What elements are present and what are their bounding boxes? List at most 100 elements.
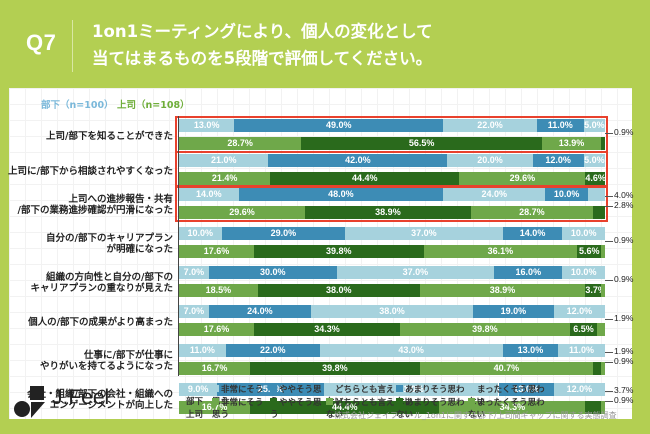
side-note-value: 0.9% [614, 355, 634, 366]
side-note-leader [605, 351, 613, 353]
side-note-value: 1.9% [614, 312, 634, 323]
bar-segment-sub-4: 12.0% [532, 153, 584, 167]
bar-segment-sub-5: 11.0% [558, 343, 605, 357]
bar-segment-boss-3: 28.7% [470, 206, 594, 219]
side-note-value: 4.0% [614, 190, 634, 200]
bar-segment-sub-5: 12.0% [553, 304, 605, 318]
bar-segment-boss-4: 6.5% [569, 322, 598, 336]
row-label-line: 個人の/部下の成果がより高まった [28, 316, 173, 328]
legend-item-sub: あまりそう思わない [396, 383, 468, 407]
side-note-leader [605, 206, 613, 207]
side-note-value: 0.9% [614, 127, 634, 137]
side-note-leader [605, 279, 613, 281]
bar-boss-row-6: 17.6% 34.3% 39.8% 6.5% [179, 322, 606, 336]
bar-segment-boss-4: 3.7% [585, 283, 602, 297]
bar-segment-boss-2: 34.3% [253, 322, 401, 336]
bar-segment-boss-3: 38.9% [419, 283, 586, 297]
row-label-line: が明確になった [106, 243, 173, 255]
legend-item-sub: 非常にそう思う [212, 383, 270, 407]
bar-segment-boss-3: 34.3% [439, 400, 586, 414]
bar-segment-sub-1: 11.0% [179, 343, 226, 357]
legend-swatch [468, 385, 475, 392]
bar-sub-row-1: 13.0% 49.0% 22.0% 11.0% 5.0% [179, 119, 605, 132]
bar-segment-boss-3: 13.9% [541, 137, 602, 150]
row-label: 組織の方向性と自分の/部下の キャリアプランの重なりが見えた [8, 272, 173, 294]
bar-segment-boss-2: 44.4% [270, 171, 460, 185]
legend-item-boss: まったくそう思わない [468, 396, 548, 420]
bar-boss-row-4: 17.6% 39.8% 36.1% 5.6% [179, 244, 605, 258]
header-divider [72, 20, 73, 72]
highlight-box [175, 116, 608, 153]
side-note-leader [605, 133, 613, 134]
bar-sub-row-2: 21.0% 42.0% 20.0% 12.0% 5.0% [179, 153, 605, 167]
bar-segment-sub-1: 10.0% [179, 226, 222, 240]
row-label-line: 会社・組織/部下の会社・組織への [27, 388, 173, 400]
bar-segment-sub-5: 5.0% [583, 119, 605, 132]
bar-segment-sub-2: 49.0% [234, 119, 444, 132]
row-label-line: 自分の/部下のキャリアプラン [46, 232, 173, 244]
legend-item-boss: あまりそう思わない [396, 396, 468, 420]
row-label: 上司への進捗報告・共有/部下の業務進捗確認が円滑になった [8, 194, 173, 216]
question-header: Q7 1on1ミーティングにより、個人の変化として 当てはまるものを5段階で評価… [0, 0, 650, 88]
legend-swatch [326, 385, 333, 392]
bar-segment-sub-5 [587, 188, 605, 201]
bar-segment-boss-4: 4.6% [585, 171, 605, 185]
bar-segment-sub-5: 12.0% [553, 382, 605, 396]
bar-segment-sub-1: 7.0% [179, 265, 209, 279]
bar-segment-boss-2: 39.8% [253, 244, 424, 258]
bar-segment-sub-3: 41.0% [323, 382, 499, 396]
bar-segment-boss-4 [601, 137, 605, 150]
highlight-box [175, 150, 608, 188]
side-note-value: 0.9% [614, 273, 634, 284]
bar-sub-row-3: 14.0% 48.0% 24.0% 10.0% [179, 188, 605, 201]
bar-segment-boss-5 [601, 244, 605, 258]
bar-segment-sub-4: 13.0% [502, 343, 559, 357]
bar-segment-boss-3: 29.6% [459, 171, 586, 185]
bar-segment-sub-2: 22.0% [225, 343, 320, 357]
side-note-leader [605, 361, 613, 363]
legend-label: 非常にそう思う [212, 385, 264, 407]
legend-swatch [396, 385, 403, 392]
row-label-line: 上司/部下を知ることができた [46, 131, 173, 142]
bar-segment-boss-1: 28.7% [179, 137, 302, 150]
row-label-line: エンゲージメントが向上した [49, 399, 173, 411]
row-label-line: やりがいを持てるようになった [39, 360, 173, 372]
bar-segment-boss-1: 18.5% [179, 283, 258, 297]
row-label-line: キャリアプランの重なりが見えた [30, 282, 173, 294]
bar-segment-sub-2: 29.0% [221, 226, 346, 240]
bar-segment-boss-4: 5.6% [577, 244, 602, 258]
legend-swatch [468, 398, 475, 405]
side-note-value: 3.7% [614, 384, 634, 395]
bar-segment-sub-2: 48.0% [238, 188, 444, 201]
row-label-line: 組織の方向性と自分の/部下の [46, 271, 173, 283]
highlight-box [175, 185, 608, 222]
bar-segment-boss-2: 44.4% [250, 400, 440, 414]
legend-item-sub: まったくそう思わない [468, 383, 548, 407]
bar-segment-sub-1: 7.0% [179, 304, 209, 318]
legend-item-sub: どちらとも言えない [326, 383, 396, 407]
bar-sub-row-8: 9.0%25.0%41.0%13.0%12.0% [179, 382, 605, 396]
bar-segment-sub-3: 24.0% [443, 188, 546, 201]
bar-segment-boss-3: 40.7% [419, 361, 594, 375]
legend-swatch [212, 398, 219, 405]
bar-segment-sub-2: 42.0% [268, 153, 448, 167]
question-title-line-2: 当てはまるものを5段階で評価してください。 [92, 49, 433, 68]
side-note-leader [605, 390, 613, 392]
bar-segment-sub-3: 38.0% [311, 304, 473, 318]
row-label-line: 上司への進捗報告・共有 [68, 194, 173, 205]
bar-segment-boss-5 [597, 322, 606, 336]
legend-label: どちらとも言えない [326, 385, 395, 407]
row-label: 上司に/部下から相談されやすくなった [8, 166, 173, 177]
legend-swatch [270, 398, 277, 405]
legend-top-boss: 上司（n=108） [117, 100, 190, 111]
side-note-leader [605, 400, 613, 402]
legend-swatch [212, 385, 219, 392]
bar-segment-sub-1: 21.0% [179, 153, 269, 167]
legend-group-label-boss: 上司 [186, 410, 204, 420]
bar-sub-row-7: 11.0% 22.0% 43.0% 13.0% 11.0% [179, 343, 605, 357]
bar-segment-boss-4 [593, 361, 602, 375]
bar-segment-sub-5: 10.0% [562, 226, 605, 240]
bar-segment-sub-5: 5.0% [583, 153, 605, 167]
question-title: 1on1ミーティングにより、個人の変化として 当てはまるものを5段階で評価してく… [92, 18, 433, 72]
legend-item-boss: ややそう思う [270, 396, 326, 420]
